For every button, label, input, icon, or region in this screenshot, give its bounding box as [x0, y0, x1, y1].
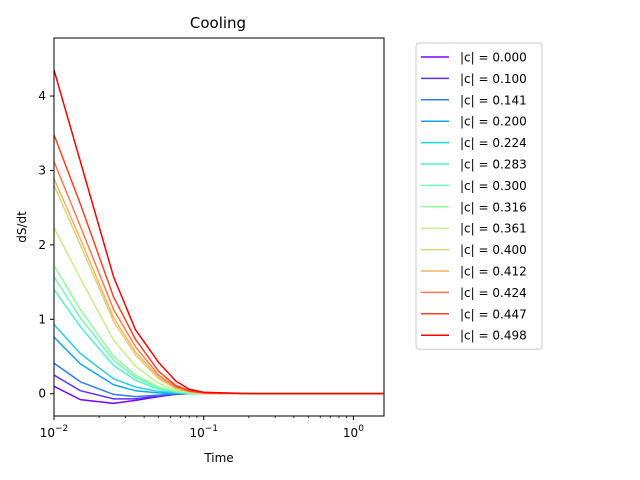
series-line: [54, 336, 384, 395]
chart-title: Cooling: [190, 14, 246, 32]
legend: |c| = 0.000 |c| = 0.100 |c| = 0.141 |c| = 0…: [415, 42, 543, 350]
legend-label: |c| = 0.141: [460, 93, 527, 107]
legend-frame: [415, 42, 543, 350]
series-line: [54, 161, 384, 395]
series-line: [54, 134, 384, 395]
legend-label: |c| = 0.447: [460, 307, 527, 321]
legend-label: |c| = 0.000: [460, 51, 527, 65]
x-tick-label: 10−2: [40, 424, 69, 440]
legend-label: |c| = 0.100: [460, 72, 527, 86]
series-lines: [54, 69, 384, 405]
x-tick-label: 100: [343, 424, 364, 440]
legend-label: |c| = 0.498: [460, 329, 527, 343]
series-line: [54, 185, 384, 395]
plot-frame: [53, 37, 385, 417]
legend-label: |c| = 0.283: [460, 158, 527, 172]
legend-label: |c| = 0.316: [460, 200, 527, 214]
legend-label: |c| = 0.424: [460, 286, 527, 300]
y-tick-label: 1: [38, 312, 46, 326]
legend-label: |c| = 0.200: [460, 115, 527, 129]
series-line: [54, 227, 384, 395]
series-line: [54, 385, 384, 405]
y-tick-label: 0: [38, 387, 46, 401]
x-axis-label: Time: [203, 451, 233, 465]
y-axis-label: dS/dt: [15, 211, 29, 243]
legend-label: |c| = 0.412: [460, 265, 527, 279]
legend-label: |c| = 0.224: [460, 136, 527, 150]
legend-label: |c| = 0.400: [460, 243, 527, 257]
legend-label: |c| = 0.361: [460, 222, 527, 236]
legend-label: |c| = 0.300: [460, 179, 527, 193]
y-tick-label: 2: [38, 238, 46, 252]
y-tick-label: 3: [38, 163, 46, 177]
series-line: [54, 69, 384, 395]
y-tick-label: 4: [38, 89, 46, 103]
series-line: [54, 323, 384, 395]
x-tick-label: 10−1: [189, 424, 218, 440]
series-line: [54, 362, 384, 398]
y-axis-ticks: 0 1 2 3 4: [38, 89, 54, 401]
x-axis-ticks: 10−2 10−1 100: [40, 416, 364, 440]
